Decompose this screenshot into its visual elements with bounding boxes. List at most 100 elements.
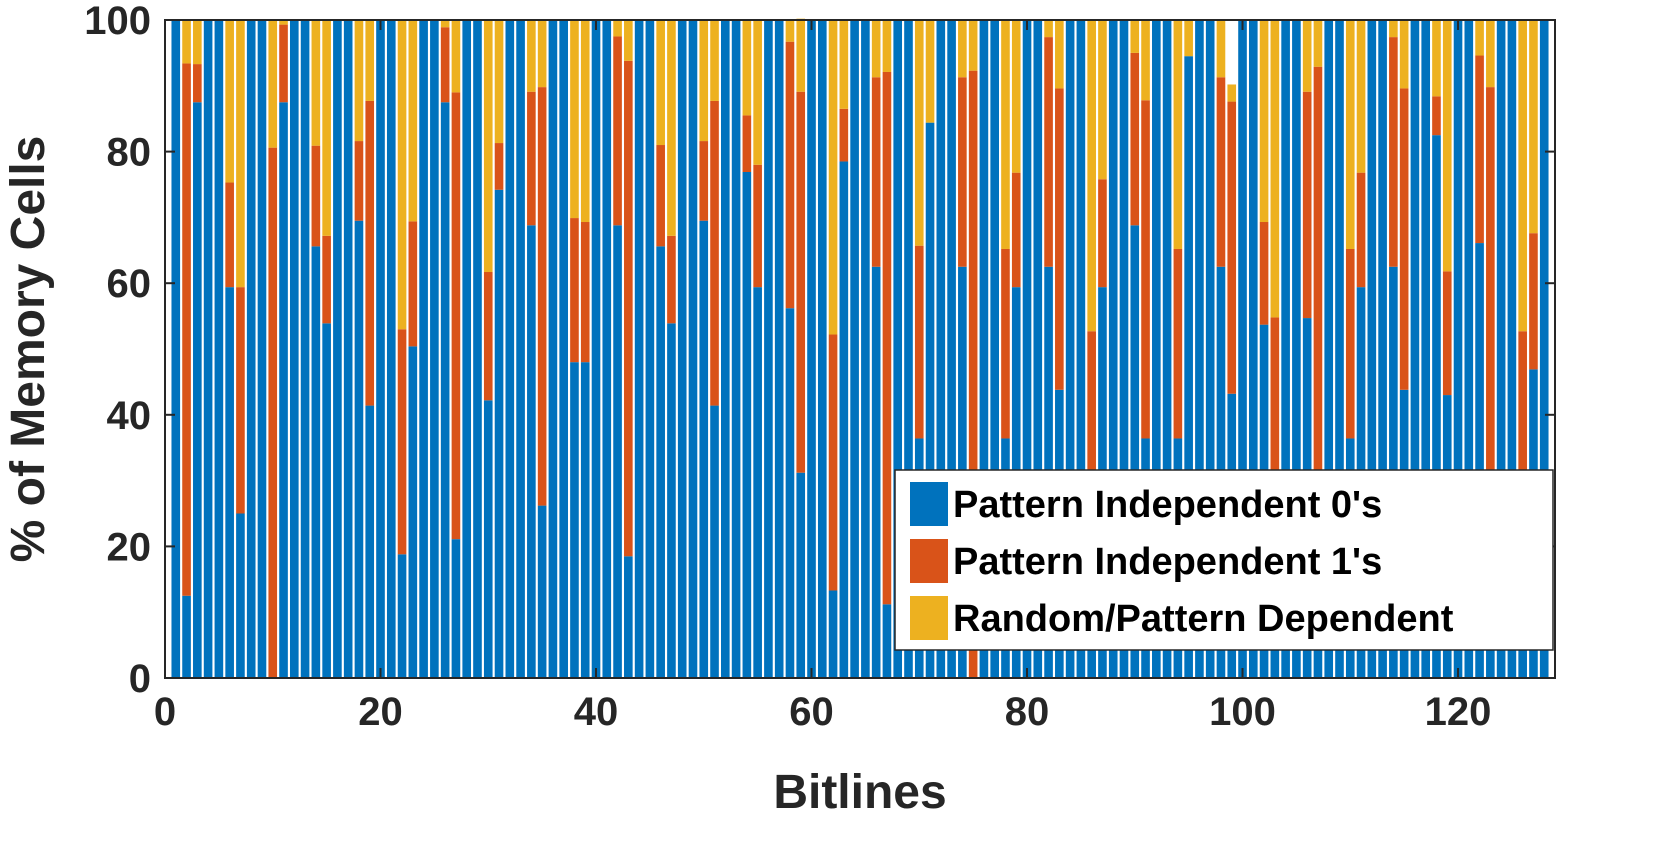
x-tick-label-100: 100 xyxy=(1209,690,1276,734)
bar-pattern-independent-0s-bitline-20 xyxy=(376,20,385,678)
bar-random-pattern-dependent-bitline-79 xyxy=(1011,20,1021,173)
bar-pattern-independent-1s-bitline-74 xyxy=(958,77,967,267)
bar-pattern-independent-0s-bitline-76 xyxy=(979,20,989,678)
bar-pattern-independent-1s-bitline-126 xyxy=(1518,331,1527,471)
bar-random-pattern-dependent-bitline-78 xyxy=(1001,20,1010,249)
bar-random-pattern-dependent-bitline-118 xyxy=(1432,20,1441,97)
bar-random-pattern-dependent-bitline-19 xyxy=(365,20,375,101)
bar-pattern-independent-0s-bitline-47 xyxy=(667,323,676,678)
bar-pattern-independent-0s-bitline-109 xyxy=(1335,20,1344,678)
bar-random-pattern-dependent-bitline-50 xyxy=(699,20,709,142)
bar-random-pattern-dependent-bitline-127 xyxy=(1529,20,1538,234)
bar-pattern-independent-1s-bitline-87 xyxy=(1098,179,1107,288)
bar-pattern-independent-1s-bitline-51 xyxy=(710,100,719,406)
bar-pattern-independent-0s-bitline-48 xyxy=(677,20,687,678)
bar-random-pattern-dependent-bitline-111 xyxy=(1356,20,1366,173)
legend-swatch-pattern-independent-1s xyxy=(910,539,948,583)
bar-pattern-independent-0s-bitline-90 xyxy=(1130,225,1140,679)
bar-random-pattern-dependent-bitline-27 xyxy=(451,20,461,93)
bar-random-pattern-dependent-bitline-114 xyxy=(1389,20,1398,38)
bar-pattern-independent-1s-bitline-22 xyxy=(397,329,407,555)
bar-random-pattern-dependent-bitline-47 xyxy=(667,20,676,236)
bar-random-pattern-dependent-bitline-91 xyxy=(1141,20,1150,101)
legend-label-random-pattern-dependent: Random/Pattern Dependent xyxy=(953,598,1454,640)
bar-random-pattern-dependent-bitline-94 xyxy=(1173,20,1183,249)
bar-random-pattern-dependent-bitline-98 xyxy=(1216,20,1226,78)
bar-pattern-independent-0s-bitline-52 xyxy=(721,20,730,678)
bar-pattern-independent-1s-bitline-62 xyxy=(828,334,838,591)
x-tick-label-0: 0 xyxy=(154,690,176,734)
bars-group xyxy=(171,18,1549,679)
bar-random-pattern-dependent-bitline-54 xyxy=(742,20,752,116)
bar-random-pattern-dependent-bitline-2 xyxy=(182,20,191,64)
bar-pattern-independent-1s-bitline-6 xyxy=(225,182,234,288)
bar-pattern-independent-0s-bitline-28 xyxy=(462,20,472,678)
bar-random-pattern-dependent-bitline-99 xyxy=(1227,84,1237,102)
bar-pattern-independent-0s-bitline-14 xyxy=(311,246,321,678)
bar-random-pattern-dependent-bitline-122 xyxy=(1475,20,1484,56)
bar-random-pattern-dependent-bitline-119 xyxy=(1442,20,1452,272)
bar-pattern-independent-0s-bitline-77 xyxy=(990,20,999,678)
bar-pattern-independent-0s-bitline-17 xyxy=(343,20,353,678)
bar-pattern-independent-1s-bitline-90 xyxy=(1130,52,1140,226)
bar-pattern-independent-1s-bitline-58 xyxy=(785,41,795,309)
bar-random-pattern-dependent-bitline-23 xyxy=(408,20,418,222)
bar-pattern-independent-0s-bitline-66 xyxy=(871,266,881,678)
bar-pattern-independent-0s-bitline-12 xyxy=(289,20,299,678)
bar-pattern-independent-0s-bitline-89 xyxy=(1119,20,1129,678)
bar-pattern-independent-1s-bitline-111 xyxy=(1356,172,1366,288)
bar-pattern-independent-1s-bitline-15 xyxy=(322,235,331,324)
y-tick-label-60: 60 xyxy=(107,262,152,306)
x-tick-label-40: 40 xyxy=(574,690,619,734)
y-tick-label-0: 0 xyxy=(129,657,151,701)
bar-random-pattern-dependent-bitline-30 xyxy=(483,20,493,273)
bar-pattern-independent-0s-bitline-18 xyxy=(354,220,364,678)
bar-pattern-independent-1s-bitline-91 xyxy=(1141,100,1150,439)
bar-pattern-independent-0s-bitline-101 xyxy=(1248,20,1258,678)
bar-random-pattern-dependent-bitline-70 xyxy=(914,20,924,246)
bar-pattern-independent-0s-bitline-13 xyxy=(300,20,310,678)
bar-random-pattern-dependent-bitline-3 xyxy=(193,20,202,65)
bar-pattern-independent-0s-bitline-93 xyxy=(1162,20,1172,678)
bar-pattern-independent-1s-bitline-11 xyxy=(279,24,288,103)
bar-pattern-independent-1s-bitline-119 xyxy=(1442,271,1452,396)
bar-random-pattern-dependent-bitline-15 xyxy=(322,20,331,236)
bar-pattern-independent-0s-bitline-85 xyxy=(1076,20,1086,678)
bar-pattern-independent-1s-bitline-79 xyxy=(1011,172,1021,288)
bar-random-pattern-dependent-bitline-35 xyxy=(537,20,547,88)
bar-pattern-independent-1s-bitline-35 xyxy=(537,87,547,506)
bar-pattern-independent-0s-bitline-24 xyxy=(419,20,428,678)
x-tick-label-20: 20 xyxy=(358,690,403,734)
x-tick-label-60: 60 xyxy=(789,690,834,734)
bar-random-pattern-dependent-bitline-82 xyxy=(1044,20,1053,38)
bar-pattern-independent-0s-bitline-41 xyxy=(602,20,612,678)
bar-pattern-independent-0s-bitline-21 xyxy=(386,20,396,678)
bar-pattern-independent-0s-bitline-62 xyxy=(828,590,838,678)
bar-pattern-independent-1s-bitline-46 xyxy=(656,145,665,247)
bar-pattern-independent-0s-bitline-73 xyxy=(947,20,956,678)
bar-pattern-independent-0s-bitline-68 xyxy=(893,20,903,678)
bar-pattern-independent-1s-bitline-23 xyxy=(408,221,418,347)
bar-pattern-independent-0s-bitline-38 xyxy=(570,362,579,678)
bar-random-pattern-dependent-bitline-75 xyxy=(968,20,978,71)
bar-pattern-independent-1s-bitline-59 xyxy=(796,91,806,473)
bar-pattern-independent-0s-bitline-122 xyxy=(1475,243,1484,678)
bar-pattern-independent-1s-bitline-127 xyxy=(1529,233,1538,370)
bar-pattern-independent-0s-bitline-112 xyxy=(1367,20,1377,678)
y-axis-label: % of Memory Cells xyxy=(2,136,55,563)
bar-pattern-independent-0s-bitline-81 xyxy=(1033,20,1043,678)
bar-pattern-independent-1s-bitline-14 xyxy=(311,145,321,247)
bar-pattern-independent-0s-bitline-16 xyxy=(333,20,342,678)
bar-pattern-independent-0s-bitline-80 xyxy=(1022,20,1032,678)
bar-pattern-independent-0s-bitline-23 xyxy=(408,346,418,678)
bar-pattern-independent-1s-bitline-123 xyxy=(1486,87,1495,473)
bar-pattern-independent-0s-bitline-55 xyxy=(753,287,762,678)
y-tick-label-80: 80 xyxy=(107,131,152,175)
bar-pattern-independent-1s-bitline-63 xyxy=(839,108,849,162)
bar-pattern-independent-0s-bitline-113 xyxy=(1378,20,1387,678)
axes-group: 0 20 40 60 80 100 0 20 40 60 80 100 120 xyxy=(84,0,1555,734)
bar-random-pattern-dependent-bitline-67 xyxy=(882,20,892,72)
bar-pattern-independent-1s-bitline-82 xyxy=(1044,37,1053,267)
y-tick-label-20: 20 xyxy=(107,525,152,569)
